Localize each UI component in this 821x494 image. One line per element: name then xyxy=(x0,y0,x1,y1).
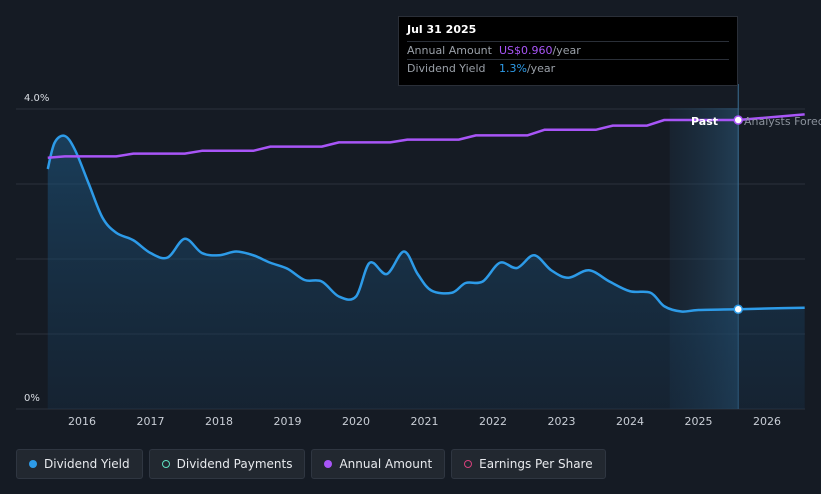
x-tick-label: 2023 xyxy=(548,415,576,428)
tooltip-row-annual-amount: Annual Amount US$0.960 /year xyxy=(407,41,729,59)
legend-label: Dividend Payments xyxy=(176,457,293,471)
tooltip-value: US$0.960 xyxy=(499,44,553,57)
x-tick-label: 2017 xyxy=(137,415,165,428)
forecast-label: Analysts Forec xyxy=(744,115,821,128)
dividend-yield-area xyxy=(47,135,805,409)
legend-annual-amount[interactable]: Annual Amount xyxy=(311,449,446,479)
x-tick-label: 2026 xyxy=(753,415,781,428)
legend-dividend-payments[interactable]: Dividend Payments xyxy=(148,449,306,479)
yield-area xyxy=(47,135,805,409)
tooltip-date: Jul 31 2025 xyxy=(407,23,477,36)
y-tick-label-bottom: 0% xyxy=(24,393,40,404)
past-label: Past xyxy=(691,115,718,128)
dividend-yield-line xyxy=(46,134,805,313)
tooltip-label: Annual Amount xyxy=(407,44,492,57)
legend-label: Annual Amount xyxy=(339,457,433,471)
x-tick-label: 2016 xyxy=(68,415,96,428)
legend: Dividend Yield Dividend Payments Annual … xyxy=(16,449,606,479)
legend-dividend-yield[interactable]: Dividend Yield xyxy=(16,449,143,479)
legend-label: Dividend Yield xyxy=(44,457,130,471)
dividend-payments-ring-icon xyxy=(161,460,170,468)
tooltip-row-dividend-yield: Dividend Yield 1.3% /year xyxy=(407,59,729,77)
legend-label: Earnings Per Share xyxy=(479,457,593,471)
y-tick-label-top: 4.0% xyxy=(24,93,49,104)
x-axis-ticks: 2016 2017 2018 2019 2020 2021 2022 2023 2024 2025… xyxy=(68,415,781,428)
x-tick-label: 2020 xyxy=(342,415,370,428)
dividend-yield-dot-icon xyxy=(29,460,37,468)
tooltip-value: 1.3% xyxy=(499,62,527,75)
series-lines xyxy=(46,113,805,313)
annual-amount-marker xyxy=(733,115,743,125)
tooltip-label: Dividend Yield xyxy=(407,62,486,75)
x-tick-label: 2021 xyxy=(411,415,439,428)
eps-ring-icon xyxy=(464,460,473,468)
markers xyxy=(733,115,743,314)
dividend-yield-marker xyxy=(733,304,743,314)
annual-amount-dot-icon xyxy=(324,460,333,468)
x-tick-label: 2024 xyxy=(616,415,644,428)
tooltip-unit: /year xyxy=(526,62,556,75)
x-tick-label: 2022 xyxy=(479,415,507,428)
tooltip: Jul 31 2025 Annual Amount US$0.960 /year… xyxy=(398,16,738,86)
tooltip-unit: /year xyxy=(552,44,581,57)
annual-amount-line xyxy=(47,113,805,160)
x-tick-label: 2018 xyxy=(205,415,233,428)
x-tick-label: 2025 xyxy=(685,415,713,428)
legend-earnings-per-share[interactable]: Earnings Per Share xyxy=(451,449,606,479)
x-tick-label: 2019 xyxy=(274,415,302,428)
